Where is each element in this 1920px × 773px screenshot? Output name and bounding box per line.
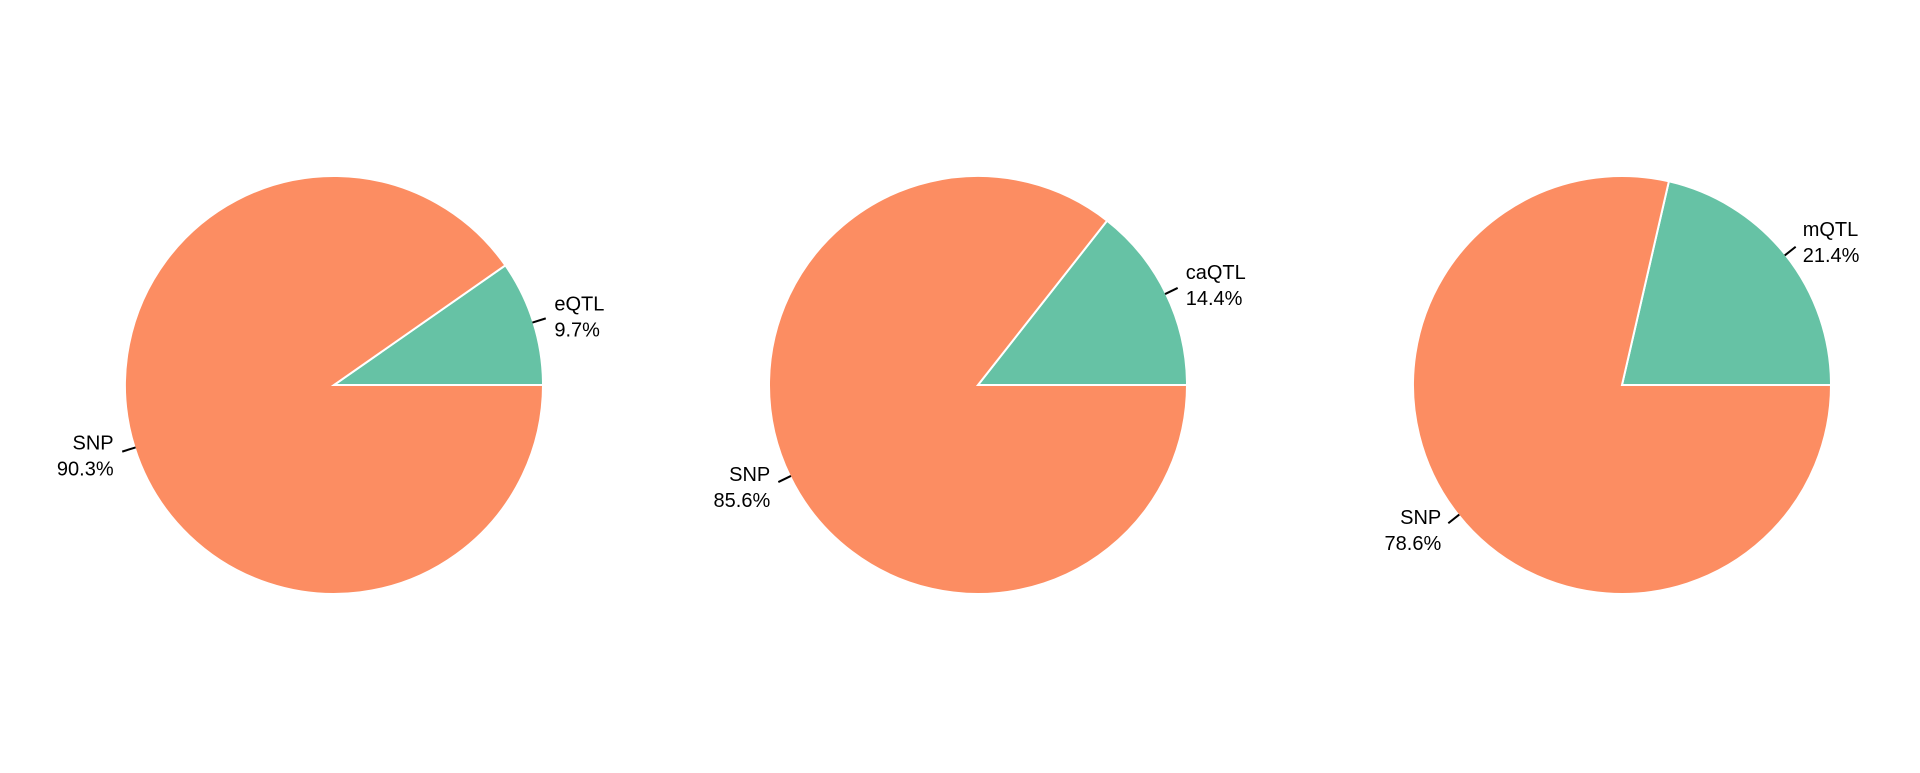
slice-label-caqtl: caQTL (1186, 262, 1246, 284)
label-leader-snp (121, 446, 136, 453)
pie-slice-snp (124, 175, 545, 595)
slice-percent-caqtl: 14.4% (1186, 288, 1243, 310)
slice-label-snp: SNP (1400, 507, 1441, 529)
slice-percent-snp: 90.3% (57, 458, 114, 480)
label-leader-mqtl (1784, 245, 1797, 257)
label-leader-snp (1447, 513, 1460, 525)
label-leader-snp (777, 475, 792, 483)
slice-percent-eqtl: 9.7% (554, 320, 600, 342)
label-leader-eqtl (532, 317, 547, 324)
slice-label-snp: SNP (73, 432, 114, 454)
pie-chart-1: eQTL 9.7% SNP 90.3% (57, 175, 604, 595)
slice-percent-snp: 78.6% (1385, 533, 1442, 555)
slice-label-eqtl: eQTL (554, 294, 604, 316)
pie-chart-2: caQTL 14.4% SNP 85.6% (714, 175, 1246, 595)
slice-percent-mqtl: 21.4% (1803, 245, 1860, 267)
slice-label-snp: SNP (729, 464, 770, 486)
slice-label-mqtl: mQTL (1803, 219, 1859, 241)
label-leader-caqtl (1164, 287, 1179, 295)
slice-percent-snp: 85.6% (714, 490, 771, 512)
pie-chart-3: mQTL 21.4% SNP 78.6% (1385, 174, 1860, 595)
